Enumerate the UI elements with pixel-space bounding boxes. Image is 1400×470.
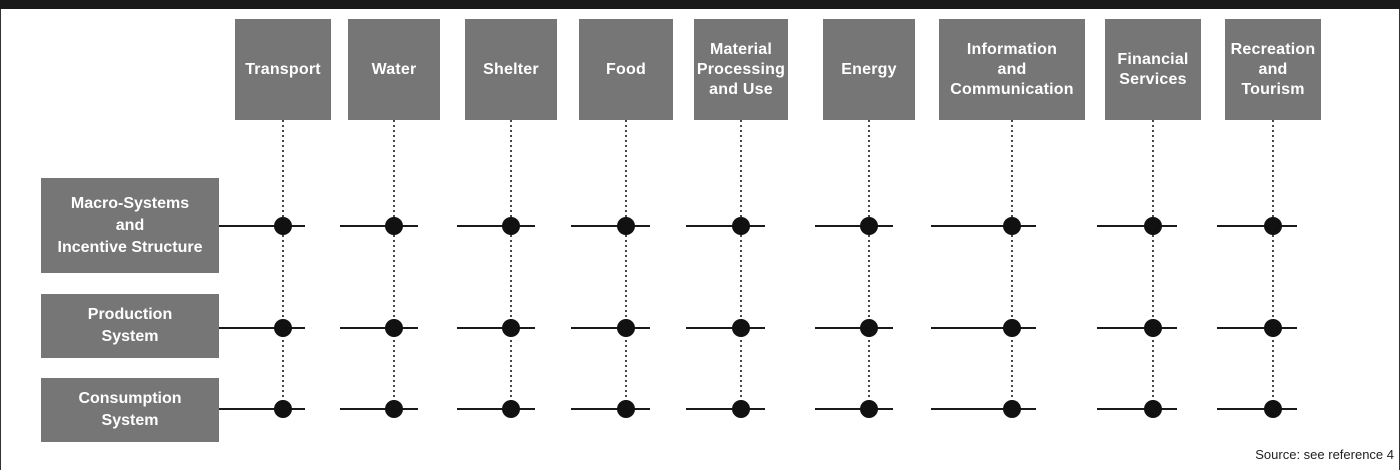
row-macro-systems: Macro-Systems and Incentive Structure (41, 178, 219, 273)
node-row-0-col-2 (502, 217, 520, 235)
column-food: Food (579, 19, 673, 120)
node-row-2-col-6 (1003, 400, 1021, 418)
node-row-0-col-1 (385, 217, 403, 235)
node-row-0-col-8 (1264, 217, 1282, 235)
node-row-0-col-5 (860, 217, 878, 235)
column-water: Water (348, 19, 440, 120)
node-row-2-col-5 (860, 400, 878, 418)
column-material-processing: Material Processing and Use (694, 19, 788, 120)
column-financial-services: Financial Services (1105, 19, 1201, 120)
node-row-2-col-7 (1144, 400, 1162, 418)
row-production-system: Production System (41, 294, 219, 358)
top-bar (0, 0, 1400, 9)
column-transport: Transport (235, 19, 331, 120)
column-energy: Energy (823, 19, 915, 120)
node-row-2-col-3 (617, 400, 635, 418)
node-row-1-col-1 (385, 319, 403, 337)
node-row-1-col-3 (617, 319, 635, 337)
column-recreation-tourism: Recreation and Tourism (1225, 19, 1321, 120)
column-shelter: Shelter (465, 19, 557, 120)
node-row-1-col-5 (860, 319, 878, 337)
node-row-2-col-4 (732, 400, 750, 418)
node-row-2-col-2 (502, 400, 520, 418)
node-row-1-col-0 (274, 319, 292, 337)
node-row-0-col-0 (274, 217, 292, 235)
node-row-2-col-1 (385, 400, 403, 418)
source-note: Source: see reference 4 (1255, 447, 1394, 462)
column-information-communication: Information and Communication (939, 19, 1085, 120)
frame-left-border (0, 9, 1, 470)
node-row-1-col-7 (1144, 319, 1162, 337)
node-row-0-col-4 (732, 217, 750, 235)
node-row-0-col-7 (1144, 217, 1162, 235)
node-row-2-col-0 (274, 400, 292, 418)
node-row-1-col-8 (1264, 319, 1282, 337)
row-consumption-system: Consumption System (41, 378, 219, 442)
node-row-0-col-6 (1003, 217, 1021, 235)
node-row-1-col-2 (502, 319, 520, 337)
node-row-1-col-6 (1003, 319, 1021, 337)
node-row-1-col-4 (732, 319, 750, 337)
node-row-2-col-8 (1264, 400, 1282, 418)
node-row-0-col-3 (617, 217, 635, 235)
